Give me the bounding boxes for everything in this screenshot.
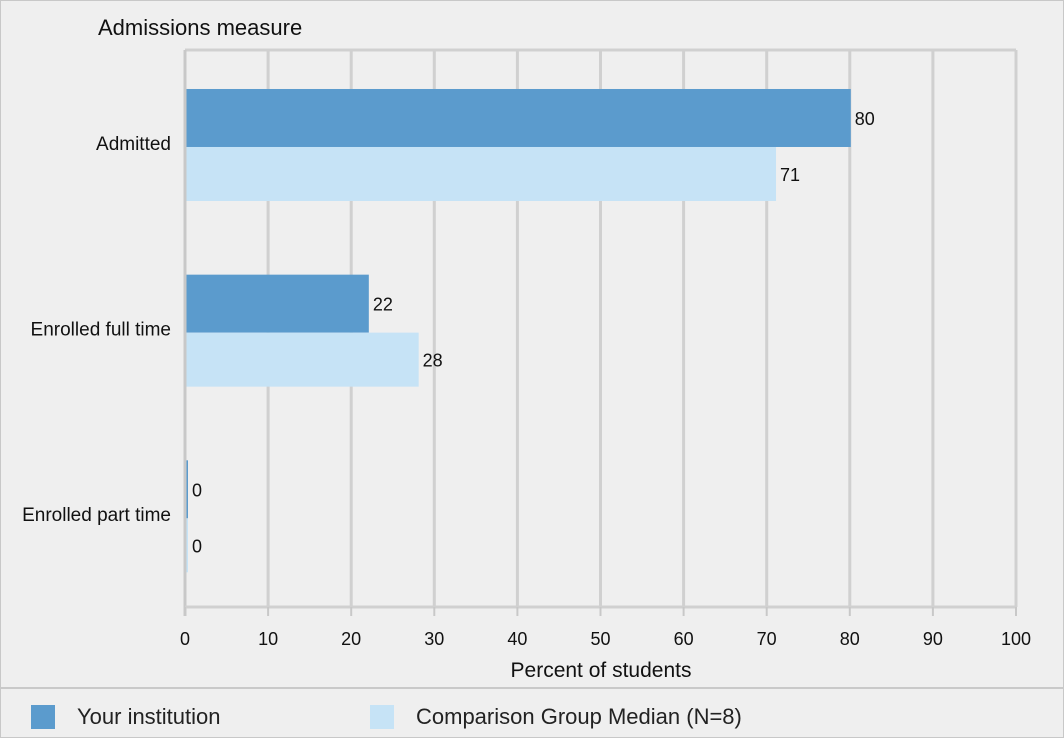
value-label-admitted-comparison-group: 71 <box>780 165 800 185</box>
chart-title: Admissions measure <box>98 15 302 40</box>
value-label-admitted-your-institution: 80 <box>855 109 875 129</box>
x-tick-label-50: 50 <box>590 629 610 649</box>
x-tick-label-80: 80 <box>840 629 860 649</box>
x-axis-label: Percent of students <box>511 659 692 682</box>
legend-swatch-your-institution <box>31 705 55 729</box>
legend-item-your-institution: Your institution <box>31 704 221 730</box>
bar-chart: 0 10 20 30 40 50 60 70 80 90 100 Admitted 80 71 Enroll… <box>22 15 1031 682</box>
value-label-enrolled-part-time-your-institution: 0 <box>192 480 202 500</box>
x-tick-label-10: 10 <box>258 629 278 649</box>
legend-label-comparison-group: Comparison Group Median (N=8) <box>416 704 742 729</box>
axes <box>183 50 1017 616</box>
x-tick-label-90: 90 <box>923 629 943 649</box>
value-label-enrolled-part-time-comparison-group: 0 <box>192 536 202 556</box>
x-tick-label-100: 100 <box>1001 629 1031 649</box>
bar-enrolled-part-time-comparison-group <box>186 518 188 573</box>
x-tick-label-20: 20 <box>341 629 361 649</box>
legend-item-comparison-group: Comparison Group Median (N=8) <box>370 704 742 730</box>
x-tick-label-30: 30 <box>424 629 444 649</box>
legend-swatch-comparison-group <box>370 705 394 729</box>
legend-divider <box>1 687 1064 689</box>
bar-enrolled-full-time-comparison-group <box>186 332 419 387</box>
value-label-enrolled-full-time-comparison-group: 28 <box>423 351 443 371</box>
category-label-enrolled-full-time: Enrolled full time <box>31 320 171 341</box>
bars <box>186 88 851 573</box>
x-tick-label-70: 70 <box>757 629 777 649</box>
bar-enrolled-part-time-your-institution <box>186 460 188 519</box>
category-label-enrolled-part-time: Enrolled part time <box>22 505 171 526</box>
bar-enrolled-full-time-your-institution <box>186 274 369 333</box>
labels: 0 10 20 30 40 50 60 70 80 90 100 Admitted 80 71 Enroll… <box>22 109 1031 649</box>
x-tick-label-0: 0 <box>180 629 190 649</box>
category-label-admitted: Admitted <box>96 134 171 155</box>
value-label-enrolled-full-time-your-institution: 22 <box>373 295 393 315</box>
x-tick-label-60: 60 <box>674 629 694 649</box>
legend-label-your-institution: Your institution <box>77 704 221 729</box>
x-tick-label-40: 40 <box>507 629 527 649</box>
bar-admitted-comparison-group <box>186 146 777 201</box>
bar-admitted-your-institution <box>186 88 851 147</box>
